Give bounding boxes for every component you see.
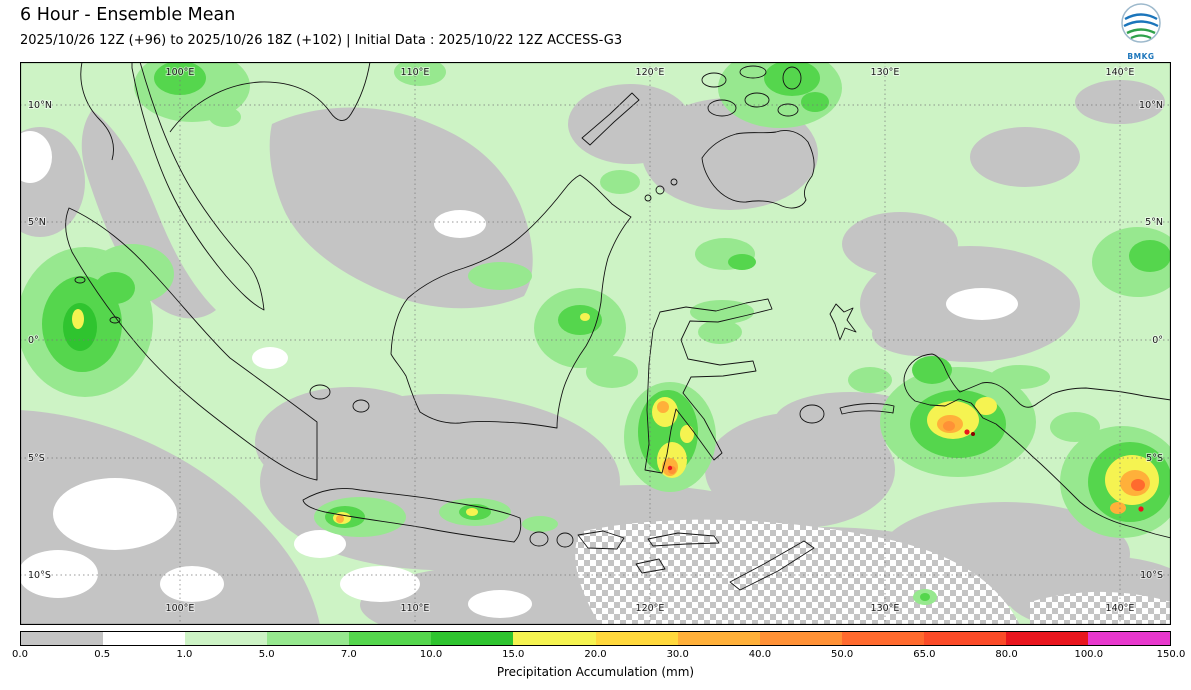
lon-label-top: 130°E [871, 67, 900, 78]
colorbar-tick-label: 100.0 [1074, 649, 1104, 660]
forecast-validity-subtitle: 2025/10/26 12Z (+96) to 2025/10/26 18Z (… [20, 33, 623, 48]
lon-label-bottom: 110°E [401, 603, 430, 614]
colorbar-tick-label: 1.0 [176, 649, 193, 660]
coastlines [65, 62, 1171, 591]
map-border [20, 62, 1171, 625]
colorbar-tick-label: 15.0 [502, 649, 525, 660]
colorbar-tick-label: 50.0 [831, 649, 854, 660]
graticule [20, 62, 1171, 625]
lat-label-left: 5°N [28, 217, 46, 228]
colorbar-segment [349, 632, 432, 645]
lon-label-bottom: 100°E [166, 603, 195, 614]
colorbar-tick-label: 10.0 [419, 649, 443, 660]
lat-label-left: 5°S [28, 453, 45, 464]
speckled-shading [575, 519, 1171, 625]
page-title: 6 Hour - Ensemble Mean [20, 5, 236, 25]
bmkg-logo-text: BMKG [1127, 52, 1155, 61]
colorbar-segment [1005, 632, 1089, 645]
colorbar-tick-label: 20.0 [584, 649, 607, 660]
colorbar-label: Precipitation Accumulation (mm) [496, 665, 695, 679]
colorbar-tick-label: 40.0 [748, 649, 772, 660]
lat-label-left: 10°S [28, 570, 51, 581]
colorbar [20, 631, 1171, 646]
colorbar-segment [759, 632, 842, 645]
lon-label-top: 100°E [166, 67, 195, 78]
lat-label-left: 0° [28, 335, 39, 346]
bmkg-logo-globe [1121, 3, 1161, 43]
colorbar-segment [21, 632, 104, 645]
lat-label-right: 5°S [1146, 453, 1163, 464]
colorbar-segment [185, 632, 268, 645]
colorbar-segment [677, 632, 760, 645]
precipitation-map: 100°E 110°E 120°E 130°E 140°E 100°E 110°… [20, 62, 1171, 625]
colorbar-ticks: 0.0 0.5 1.0 5.0 7.0 10.0 15.0 20.0 30.0 40.0 50.0 6… [12, 649, 1185, 662]
precip-clusters [20, 62, 1171, 605]
colorbar-segment [595, 632, 678, 645]
lon-label-top: 140°E [1106, 67, 1135, 78]
colorbar-tick-label: 5.0 [258, 649, 275, 660]
colorbar-tick-label: 0.0 [12, 649, 28, 660]
lat-label-right: 5°N [1145, 217, 1163, 228]
lat-label-left: 10°N [28, 100, 52, 111]
colorbar-segment [267, 632, 350, 645]
colorbar-tick-label: 7.0 [340, 649, 357, 660]
lon-label-top: 110°E [401, 67, 430, 78]
lon-label-bottom: 130°E [871, 603, 900, 614]
lat-label-right: 0° [1152, 335, 1163, 346]
colorbar-segment [513, 632, 596, 645]
colorbar-segment [103, 632, 186, 645]
lon-label-bottom: 140°E [1106, 603, 1135, 614]
colorbar-segment [431, 632, 514, 645]
colorbar-tick-label: 65.0 [913, 649, 936, 660]
lat-label-right: 10°N [1139, 100, 1163, 111]
lon-label-bottom: 120°E [636, 603, 665, 614]
bmkg-logo: BMKG [1117, 2, 1165, 61]
colorbar-tick-label: 150.0 [1156, 649, 1186, 660]
colorbar-tick-label: 0.5 [94, 649, 111, 660]
lat-label-right: 10°S [1140, 570, 1163, 581]
lon-label-top: 120°E [636, 67, 665, 78]
colorbar-tick-label: 30.0 [666, 649, 689, 660]
colorbar-tick-label: 80.0 [995, 649, 1018, 660]
graticule-labels: 100°E 110°E 120°E 130°E 140°E 100°E 110°… [27, 66, 1164, 615]
colorbar-segment [841, 632, 924, 645]
colorbar-segment [923, 632, 1006, 645]
colorbar-segment [1088, 632, 1171, 645]
